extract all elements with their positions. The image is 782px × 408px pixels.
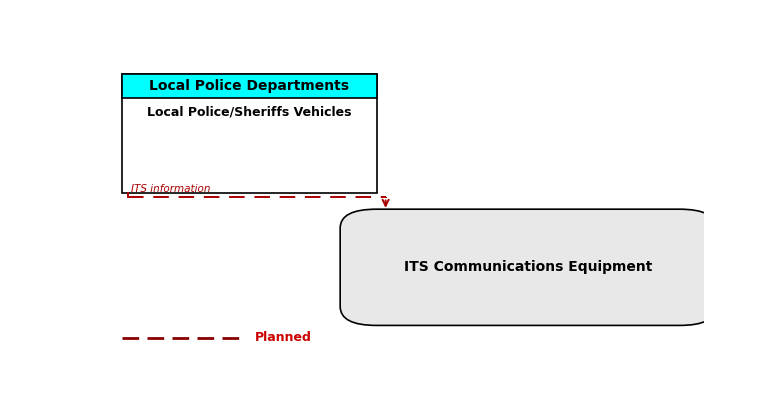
Text: Local Police/Sheriffs Vehicles: Local Police/Sheriffs Vehicles <box>147 106 352 118</box>
FancyBboxPatch shape <box>122 74 377 193</box>
Text: Planned: Planned <box>256 331 312 344</box>
Text: ITS Communications Equipment: ITS Communications Equipment <box>404 260 652 274</box>
FancyBboxPatch shape <box>340 209 716 326</box>
FancyBboxPatch shape <box>122 74 377 98</box>
Text: ITS information: ITS information <box>131 184 210 194</box>
Text: Local Police Departments: Local Police Departments <box>149 79 350 93</box>
